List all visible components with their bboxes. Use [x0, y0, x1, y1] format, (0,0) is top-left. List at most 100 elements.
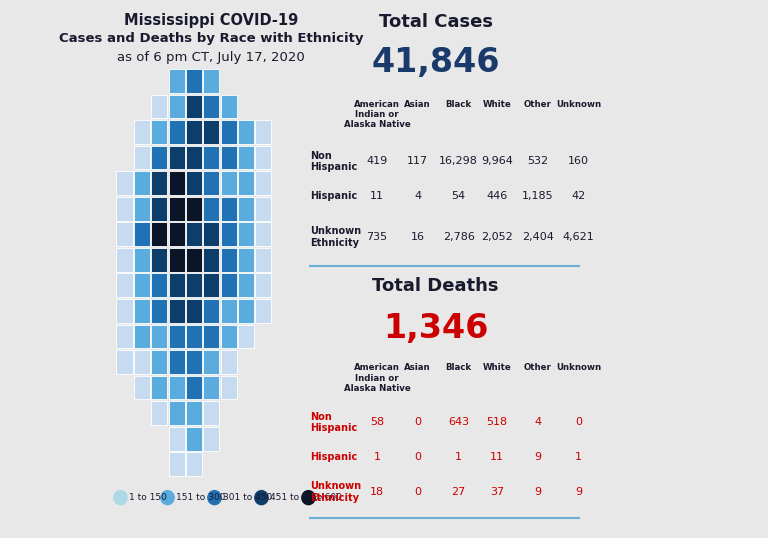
- Text: American
Indian or
Alaska Native: American Indian or Alaska Native: [343, 100, 410, 129]
- Bar: [255, 197, 271, 221]
- Bar: [186, 299, 202, 323]
- Bar: [151, 146, 167, 169]
- Bar: [186, 273, 202, 297]
- Bar: [151, 197, 167, 221]
- Text: 41,846: 41,846: [372, 46, 500, 79]
- Bar: [220, 273, 237, 297]
- Bar: [255, 248, 271, 272]
- Bar: [151, 299, 167, 323]
- Bar: [168, 248, 184, 272]
- Bar: [186, 146, 202, 169]
- Bar: [204, 350, 220, 374]
- Bar: [134, 324, 150, 349]
- Bar: [117, 171, 133, 195]
- Bar: [255, 299, 271, 323]
- Bar: [186, 95, 202, 118]
- Text: Unknown
Ethnicity: Unknown Ethnicity: [310, 226, 362, 247]
- Bar: [186, 452, 202, 476]
- Circle shape: [114, 491, 127, 505]
- Text: 58: 58: [370, 417, 384, 427]
- Text: 4: 4: [535, 417, 541, 427]
- Bar: [117, 248, 133, 272]
- Bar: [151, 248, 167, 272]
- Text: as of 6 pm CT, July 17, 2020: as of 6 pm CT, July 17, 2020: [117, 51, 305, 63]
- Text: American
Indian or
Alaska Native: American Indian or Alaska Native: [343, 363, 410, 393]
- Bar: [168, 299, 184, 323]
- Text: Other: Other: [524, 100, 551, 109]
- Bar: [204, 146, 220, 169]
- Text: 9,964: 9,964: [481, 157, 513, 166]
- Bar: [168, 95, 184, 118]
- Bar: [238, 324, 254, 349]
- Bar: [151, 222, 167, 246]
- Text: Asian: Asian: [405, 363, 431, 372]
- Text: 1,185: 1,185: [522, 192, 554, 201]
- Bar: [238, 171, 254, 195]
- Bar: [151, 95, 167, 118]
- Bar: [204, 95, 220, 118]
- Text: 11: 11: [370, 192, 384, 201]
- Bar: [168, 120, 184, 144]
- Bar: [220, 146, 237, 169]
- Text: 2,052: 2,052: [481, 232, 513, 242]
- Bar: [204, 248, 220, 272]
- Text: 419: 419: [366, 157, 388, 166]
- Bar: [238, 222, 254, 246]
- Bar: [186, 324, 202, 349]
- Text: 151 to 300: 151 to 300: [176, 493, 225, 502]
- Bar: [238, 248, 254, 272]
- Text: 1 to 150: 1 to 150: [129, 493, 167, 502]
- Text: 11: 11: [490, 452, 504, 462]
- Text: 18: 18: [370, 487, 384, 497]
- Bar: [134, 197, 150, 221]
- Circle shape: [161, 491, 174, 505]
- Bar: [186, 376, 202, 399]
- Bar: [168, 427, 184, 451]
- Bar: [151, 273, 167, 297]
- Bar: [220, 324, 237, 349]
- Text: Other: Other: [524, 363, 551, 372]
- Bar: [134, 120, 150, 144]
- Text: Non
Hispanic: Non Hispanic: [310, 151, 358, 172]
- Text: Unknown: Unknown: [556, 100, 601, 109]
- Text: 27: 27: [452, 487, 465, 497]
- Bar: [238, 273, 254, 297]
- Text: 117: 117: [407, 157, 429, 166]
- Bar: [117, 324, 133, 349]
- Bar: [204, 299, 220, 323]
- Bar: [220, 299, 237, 323]
- Text: Asian: Asian: [405, 100, 431, 109]
- Text: 160: 160: [568, 157, 589, 166]
- Bar: [186, 350, 202, 374]
- Bar: [134, 248, 150, 272]
- Bar: [134, 171, 150, 195]
- Text: 735: 735: [366, 232, 387, 242]
- Bar: [134, 146, 150, 169]
- Bar: [255, 222, 271, 246]
- Bar: [151, 376, 167, 399]
- Text: 1: 1: [575, 452, 582, 462]
- Text: 532: 532: [527, 157, 548, 166]
- Text: Total Cases: Total Cases: [379, 13, 492, 31]
- Bar: [117, 273, 133, 297]
- Bar: [204, 222, 220, 246]
- Bar: [168, 197, 184, 221]
- Bar: [220, 197, 237, 221]
- Text: 0: 0: [414, 487, 421, 497]
- Bar: [117, 197, 133, 221]
- Bar: [204, 376, 220, 399]
- Bar: [238, 120, 254, 144]
- Bar: [220, 222, 237, 246]
- Bar: [151, 350, 167, 374]
- Text: 4,621: 4,621: [563, 232, 594, 242]
- Text: 301 to 450: 301 to 450: [223, 493, 272, 502]
- Bar: [168, 324, 184, 349]
- Bar: [151, 324, 167, 349]
- Bar: [168, 452, 184, 476]
- Bar: [204, 69, 220, 93]
- Bar: [255, 273, 271, 297]
- Bar: [220, 350, 237, 374]
- Text: 9: 9: [535, 487, 541, 497]
- Bar: [186, 401, 202, 425]
- Circle shape: [255, 491, 268, 505]
